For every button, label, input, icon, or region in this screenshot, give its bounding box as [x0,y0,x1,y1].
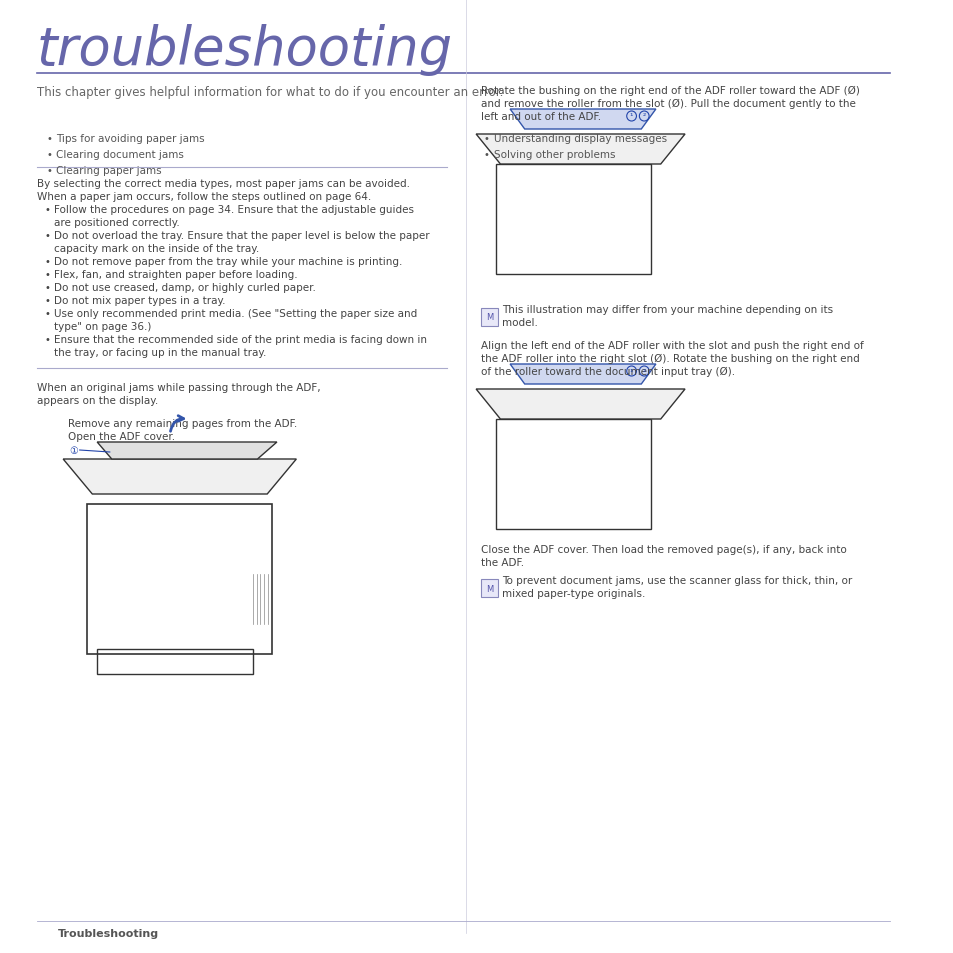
Text: mixed paper-type originals.: mixed paper-type originals. [502,588,645,598]
Text: Rotate the bushing on the right end of the ADF roller toward the ADF (Ø): Rotate the bushing on the right end of t… [480,86,859,96]
Text: •: • [47,150,52,160]
Text: •: • [45,231,51,241]
Text: By selecting the correct media types, most paper jams can be avoided.: By selecting the correct media types, mo… [37,179,410,189]
Text: Clearing document jams: Clearing document jams [56,150,184,160]
Text: •: • [45,295,51,306]
Text: Flex, fan, and straighten paper before loading.: Flex, fan, and straighten paper before l… [54,270,297,280]
Text: Align the left end of the ADF roller with the slot and push the right end of: Align the left end of the ADF roller wit… [480,340,862,351]
Text: Solving other problems: Solving other problems [493,150,615,160]
Text: are positioned correctly.: are positioned correctly. [54,218,180,228]
Text: the ADF roller into the right slot (Ø). Rotate the bushing on the right end: the ADF roller into the right slot (Ø). … [480,354,859,364]
Text: •: • [45,283,51,293]
Text: To prevent document jams, use the scanner glass for thick, thin, or: To prevent document jams, use the scanne… [502,576,852,585]
Text: •: • [45,335,51,345]
Text: •: • [483,150,489,160]
Text: ¹: ¹ [629,112,633,121]
Text: Troubleshooting: Troubleshooting [58,928,159,938]
Polygon shape [510,110,656,130]
Text: type" on page 36.): type" on page 36.) [54,322,152,332]
Polygon shape [476,390,684,419]
Text: and remove the roller from the slot (Ø). Pull the document gently to the: and remove the roller from the slot (Ø).… [480,99,855,109]
Bar [97,649,253,675]
Text: ²: ² [642,367,645,376]
Text: ²: ² [642,112,645,121]
Polygon shape [510,365,656,385]
Text: ①: ① [69,446,77,456]
Text: Tips for avoiding paper jams: Tips for avoiding paper jams [56,133,205,144]
Polygon shape [476,135,684,165]
Text: When a paper jam occurs, follow the steps outlined on page 64.: When a paper jam occurs, follow the step… [37,192,371,202]
Text: Follow the procedures on page 34. Ensure that the adjustable guides: Follow the procedures on page 34. Ensure… [54,205,414,214]
Polygon shape [97,442,276,459]
Text: •: • [45,270,51,280]
Text: troubleshooting: troubleshooting [37,24,453,76]
Text: •: • [45,309,51,318]
Text: appears on the display.: appears on the display. [37,395,158,406]
Text: of the roller toward the document input tray (Ø).: of the roller toward the document input … [480,367,735,376]
Text: Close the ADF cover. Then load the removed page(s), if any, back into: Close the ADF cover. Then load the remov… [480,544,846,555]
Text: •: • [47,166,52,175]
Text: capacity mark on the inside of the tray.: capacity mark on the inside of the tray. [54,244,259,253]
Text: •: • [483,133,489,144]
Text: M: M [486,314,493,322]
Bar [480,309,498,327]
Text: ¹: ¹ [629,367,633,376]
Text: Do not mix paper types in a tray.: Do not mix paper types in a tray. [54,295,226,306]
Text: Open the ADF cover.: Open the ADF cover. [68,432,175,441]
Text: This illustration may differ from your machine depending on its: This illustration may differ from your m… [502,305,833,314]
Bar [495,165,650,274]
Text: Do not use creased, damp, or highly curled paper.: Do not use creased, damp, or highly curl… [54,283,316,293]
Bar [480,579,498,598]
Text: •: • [45,205,51,214]
Text: Use only recommended print media. (See "Setting the paper size and: Use only recommended print media. (See "… [54,309,417,318]
Text: •: • [47,133,52,144]
Text: left and out of the ADF.: left and out of the ADF. [480,112,600,122]
Text: Clearing paper jams: Clearing paper jams [56,166,162,175]
Text: This chapter gives helpful information for what to do if you encounter an error.: This chapter gives helpful information f… [37,86,503,99]
Bar [495,419,650,530]
Text: Understanding display messages: Understanding display messages [493,133,666,144]
Text: Do not remove paper from the tray while your machine is printing.: Do not remove paper from the tray while … [54,256,402,267]
Polygon shape [63,459,296,495]
Text: Ensure that the recommended side of the print media is facing down in: Ensure that the recommended side of the … [54,335,427,345]
Text: model.: model. [502,317,537,328]
Bar [88,504,272,655]
Text: the ADF.: the ADF. [480,558,523,567]
Text: When an original jams while passing through the ADF,: When an original jams while passing thro… [37,382,320,393]
Text: •: • [45,256,51,267]
Text: M: M [486,584,493,593]
Text: the tray, or facing up in the manual tray.: the tray, or facing up in the manual tra… [54,348,267,357]
Text: Do not overload the tray. Ensure that the paper level is below the paper: Do not overload the tray. Ensure that th… [54,231,430,241]
Text: Remove any remaining pages from the ADF.: Remove any remaining pages from the ADF. [68,418,297,429]
